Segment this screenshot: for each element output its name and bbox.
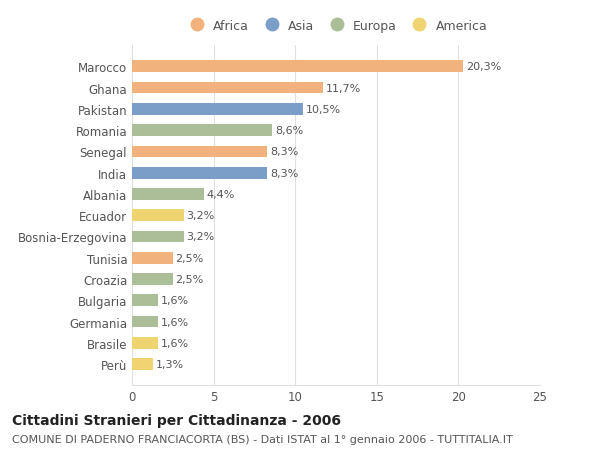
Bar: [132, 146, 268, 158]
Bar: [132, 210, 184, 222]
Text: 8,3%: 8,3%: [270, 168, 298, 178]
Text: 3,2%: 3,2%: [187, 211, 215, 221]
Bar: [132, 316, 158, 328]
Text: COMUNE DI PADERNO FRANCIACORTA (BS) - Dati ISTAT al 1° gennaio 2006 - TUTTITALIA: COMUNE DI PADERNO FRANCIACORTA (BS) - Da…: [12, 434, 513, 444]
Bar: [132, 83, 323, 94]
Text: 11,7%: 11,7%: [325, 84, 361, 93]
Text: 4,4%: 4,4%: [206, 190, 235, 200]
Text: 1,3%: 1,3%: [155, 359, 184, 369]
Bar: [132, 104, 304, 116]
Bar: [132, 274, 173, 285]
Text: 2,5%: 2,5%: [175, 274, 203, 285]
Text: 1,6%: 1,6%: [161, 317, 188, 327]
Text: 1,6%: 1,6%: [161, 296, 188, 306]
Bar: [132, 295, 158, 307]
Text: Cittadini Stranieri per Cittadinanza - 2006: Cittadini Stranieri per Cittadinanza - 2…: [12, 413, 341, 427]
Bar: [132, 252, 173, 264]
Text: 10,5%: 10,5%: [306, 105, 341, 115]
Text: 8,3%: 8,3%: [270, 147, 298, 157]
Bar: [132, 168, 268, 179]
Bar: [132, 125, 272, 137]
Text: 20,3%: 20,3%: [466, 62, 501, 72]
Text: 3,2%: 3,2%: [187, 232, 215, 242]
Bar: [132, 337, 158, 349]
Legend: Africa, Asia, Europa, America: Africa, Asia, Europa, America: [179, 15, 493, 38]
Text: 2,5%: 2,5%: [175, 253, 203, 263]
Bar: [132, 189, 204, 200]
Bar: [132, 231, 184, 243]
Bar: [132, 358, 153, 370]
Bar: [132, 62, 463, 73]
Text: 1,6%: 1,6%: [161, 338, 188, 348]
Text: 8,6%: 8,6%: [275, 126, 303, 136]
